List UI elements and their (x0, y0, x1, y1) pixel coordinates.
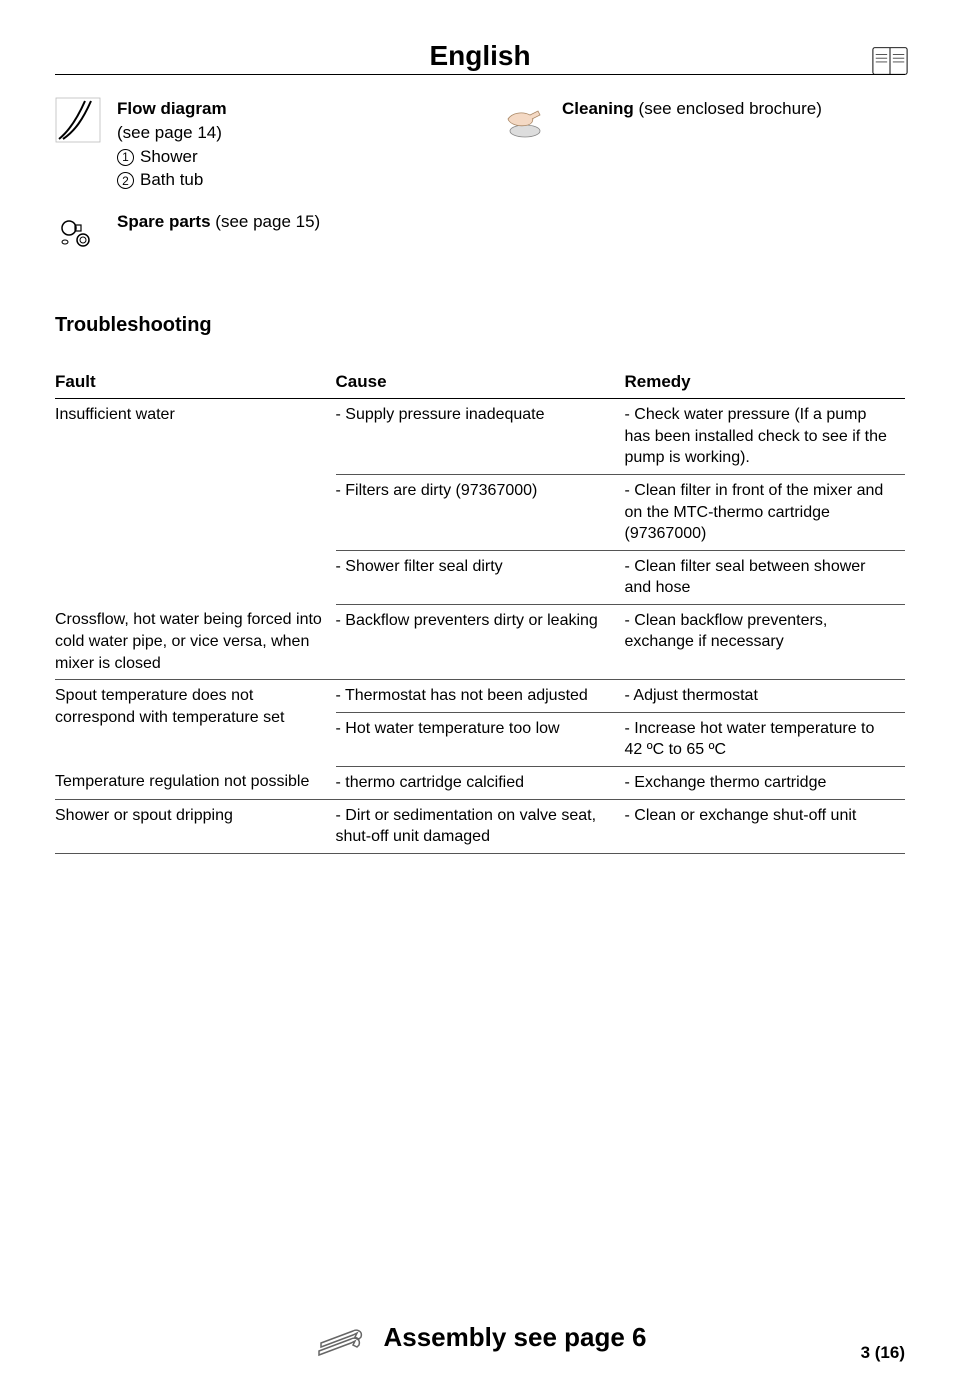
page-footer: Assembly see page 6 3 (16) (55, 1317, 905, 1357)
flow-diagram-icon (55, 97, 101, 143)
col-remedy: Remedy (625, 367, 906, 398)
remedy-cell: - Clean filter in front of the mixer and… (625, 474, 906, 550)
cleaning-title: Cleaning (562, 99, 634, 118)
spare-parts-icon (55, 210, 101, 256)
circled-2-icon: 2 (117, 172, 134, 189)
table-row: Spout temperature does not correspond wi… (55, 680, 905, 713)
spare-title: Spare parts (117, 212, 211, 231)
info-sections: Flow diagram (see page 14) 1 Shower 2 Bath… (55, 97, 905, 274)
troubleshooting-table: Fault Cause Remedy Insufficient water- S… (55, 367, 905, 854)
page-number: 3 (16) (861, 1343, 905, 1363)
cause-cell: - Filters are dirty (97367000) (336, 474, 625, 550)
col-cause: Cause (336, 367, 625, 398)
remedy-cell: - Exchange thermo cartridge (625, 766, 906, 799)
flow-item-2: Bath tub (140, 170, 203, 189)
table-row: Temperature regulation not possible- the… (55, 766, 905, 799)
col-fault: Fault (55, 367, 336, 398)
circled-1-icon: 1 (117, 149, 134, 166)
wrench-icon (313, 1317, 373, 1357)
fault-cell: Crossflow, hot water being forced into c… (55, 604, 336, 679)
fault-cell: Shower or spout dripping (55, 799, 336, 853)
page-header: English (55, 40, 905, 75)
spare-parts-section: Spare parts (see page 15) (55, 210, 460, 256)
cause-cell: - Dirt or sedimentation on valve seat, s… (336, 799, 625, 853)
cause-cell: - Thermostat has not been adjusted (336, 680, 625, 713)
remedy-cell: - Increase hot water temperature to 42 º… (625, 712, 906, 766)
book-icon (871, 44, 909, 78)
cause-cell: - Shower filter seal dirty (336, 550, 625, 604)
fault-cell: Insufficient water (55, 399, 336, 605)
cause-cell: - Backflow preventers dirty or leaking (336, 604, 625, 679)
fault-cell: Temperature regulation not possible (55, 766, 336, 799)
flow-diagram-section: Flow diagram (see page 14) 1 Shower 2 Bath… (55, 97, 460, 192)
remedy-cell: - Clean backflow preventers, exchange if… (625, 604, 906, 679)
table-row: Insufficient water- Supply pressure inad… (55, 399, 905, 475)
cause-cell: - thermo cartridge calcified (336, 766, 625, 799)
flow-note: (see page 14) (117, 121, 227, 145)
assembly-link: Assembly see page 6 (383, 1322, 646, 1353)
flow-diagram-text: Flow diagram (see page 14) 1 Shower 2 Bath… (117, 97, 227, 192)
table-row: Shower or spout dripping- Dirt or sedime… (55, 799, 905, 853)
page-title: English (55, 40, 905, 72)
remedy-cell: - Check water pressure (If a pump has be… (625, 399, 906, 475)
cleaning-section: Cleaning (see enclosed brochure) (500, 97, 905, 143)
spare-parts-text: Spare parts (see page 15) (117, 210, 320, 234)
cleaning-hand-icon (500, 97, 546, 143)
spare-note: (see page 15) (215, 212, 320, 231)
remedy-cell: - Adjust thermostat (625, 680, 906, 713)
remedy-cell: - Clean filter seal between shower and h… (625, 550, 906, 604)
troubleshooting-heading: Troubleshooting (55, 314, 905, 337)
flow-title: Flow diagram (117, 99, 227, 118)
flow-item-1: Shower (140, 147, 198, 166)
remedy-cell: - Clean or exchange shut-off unit (625, 799, 906, 853)
cause-cell: - Hot water temperature too low (336, 712, 625, 766)
cleaning-note: (see enclosed brochure) (639, 99, 822, 118)
fault-cell: Spout temperature does not correspond wi… (55, 680, 336, 767)
cleaning-text: Cleaning (see enclosed brochure) (562, 97, 822, 121)
table-row: Crossflow, hot water being forced into c… (55, 604, 905, 679)
cause-cell: - Supply pressure inadequate (336, 399, 625, 475)
